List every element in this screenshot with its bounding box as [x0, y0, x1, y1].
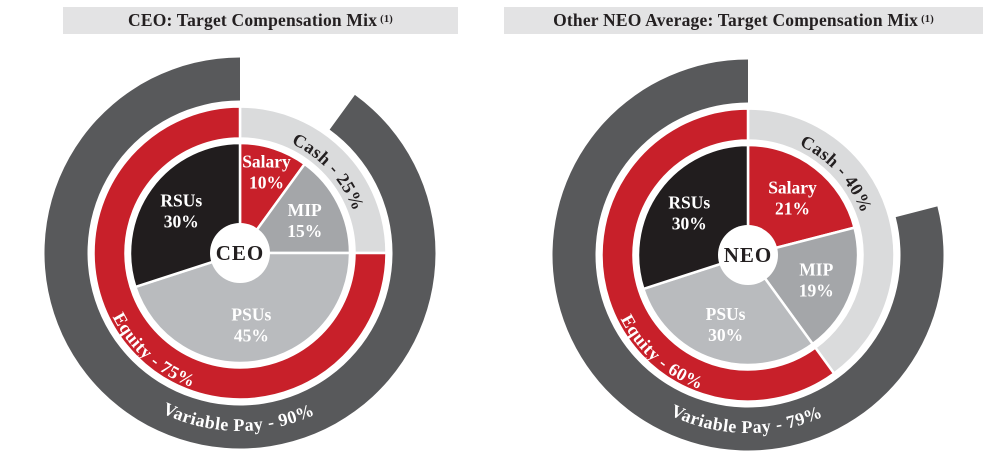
slice-psus	[134, 251, 352, 365]
neo-title-footnote-marker: (1)	[921, 14, 934, 25]
center-label: NEO	[724, 243, 773, 267]
neo-chart-title: Other NEO Average: Target Compensation M…	[553, 10, 919, 30]
slice-label-rsus: RSUs 30%	[160, 190, 202, 231]
slice-salary	[746, 143, 856, 257]
center-circle	[210, 223, 270, 283]
neo-chart-title-bar: Other NEO Average: Target Compensation M…	[504, 7, 983, 34]
center-label: CEO	[216, 241, 265, 265]
slice-label-salary: Salary 10%	[242, 151, 291, 192]
slice-label-psus: PSUs 30%	[706, 304, 746, 345]
slice-psus	[642, 253, 814, 367]
ring-segment-equity	[600, 107, 836, 403]
slice-label-mip: MIP 19%	[799, 260, 834, 301]
slice-label-salary: Salary 21%	[768, 178, 817, 219]
slice-label-psus: PSUs 45%	[231, 305, 271, 346]
slice-mip	[238, 162, 352, 255]
ceo-title-footnote-marker: (1)	[380, 14, 393, 25]
ceo-chart-title: CEO: Target Compensation Mix	[128, 10, 378, 30]
ring-segment-equity	[92, 105, 388, 401]
ceo-chart-title-bar: CEO: Target Compensation Mix (1)	[63, 7, 458, 34]
center-circle	[718, 225, 778, 285]
slice-label-mip: MIP 15%	[287, 200, 322, 241]
slice-label-rsus: RSUs 30%	[668, 192, 710, 233]
